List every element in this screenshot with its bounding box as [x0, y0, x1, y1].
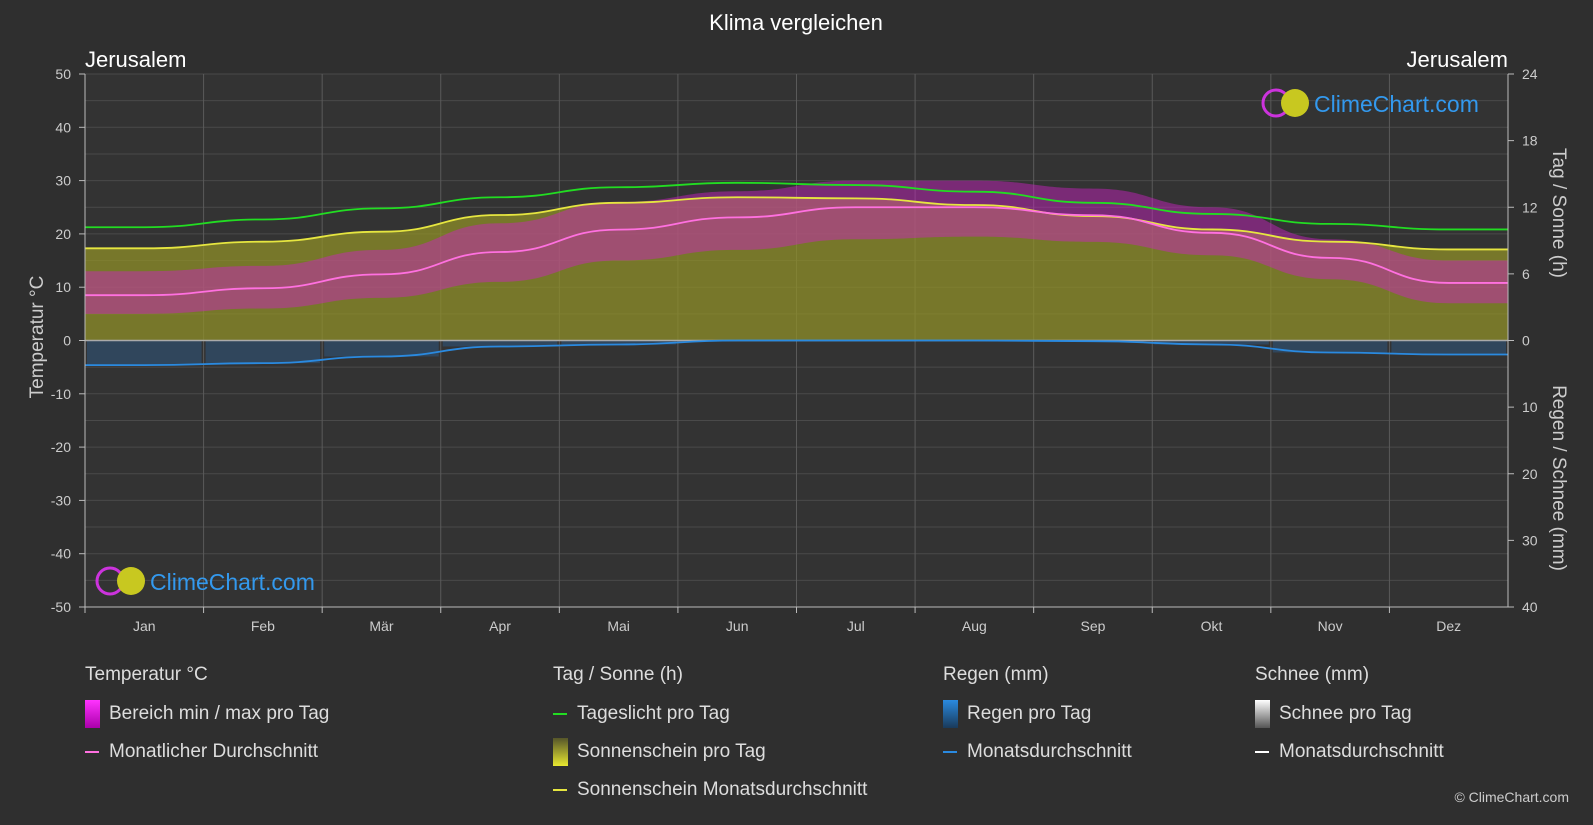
x-tick-label: Jul: [847, 618, 865, 634]
rain-bar: [205, 340, 321, 364]
sunshine-area: [85, 197, 1508, 341]
x-tick-label: Jan: [133, 618, 156, 634]
brand-logo-bottom: ClimeChart.com: [95, 566, 315, 596]
x-tick-label: Mai: [607, 618, 630, 634]
y-left-tick-label: -30: [51, 492, 71, 508]
x-tick-label: Mär: [369, 618, 393, 634]
rain-bar: [561, 340, 676, 345]
y-left-tick-label: 30: [55, 173, 71, 189]
legend-temp-avg-label: Monatlicher Durchschnitt: [109, 741, 319, 762]
legend-temp-avg: Monatlicher Durchschnitt: [85, 741, 318, 763]
daylight-swatch: [553, 713, 567, 715]
location-left: Jerusalem: [85, 47, 186, 72]
rain-bar: [87, 340, 202, 366]
x-tick-label: Okt: [1201, 618, 1223, 634]
copyright: © ClimeChart.com: [1454, 789, 1569, 805]
y-left-tick-label: 0: [63, 333, 71, 349]
location-right: Jerusalem: [1407, 47, 1508, 72]
rain-avg-swatch: [943, 751, 957, 753]
rain-bar: [1272, 340, 1388, 353]
logo-sun-icon: [1281, 89, 1309, 117]
brand-text-bottom: ClimeChart.com: [150, 569, 315, 595]
chart-title: Klima vergleichen: [709, 10, 883, 35]
legend-rain-avg: Monatsdurchschnitt: [943, 741, 1132, 763]
brand-logo-top: ClimeChart.com: [1261, 88, 1479, 118]
x-tick-label: Feb: [251, 618, 275, 634]
legend-temp-range-label: Bereich min / max pro Tag: [109, 703, 330, 724]
temp-range-band: [85, 180, 1508, 314]
rain-bar: [1154, 340, 1269, 345]
y-right-bottom-axis-label: Regen / Schnee (mm): [1548, 385, 1569, 571]
legend-snow: Schnee pro Tag: [1255, 700, 1412, 728]
y-left-tick-label: 20: [55, 226, 71, 242]
y-left-tick-label: -10: [51, 386, 71, 402]
legend-daylight: Tageslicht pro Tag: [553, 703, 730, 725]
legend-rain: Regen pro Tag: [943, 700, 1091, 728]
logo-sun-icon: [117, 567, 145, 595]
temp-range-swatch: [85, 700, 100, 728]
legend-snow-avg: Monatsdurchschnitt: [1255, 741, 1444, 763]
temp-avg-line: [85, 206, 1508, 297]
axes: 50 40 30 20 10 0 -10 -20 -30 -40 -50 24 18 12 6 0 10 20 30…: [51, 66, 1538, 634]
snow-avg-swatch: [1255, 751, 1269, 753]
x-tick-label: Apr: [489, 618, 511, 634]
legend-daylight-label: Tageslicht pro Tag: [577, 703, 730, 724]
legend-snow-title: Schnee (mm): [1255, 664, 1370, 685]
chart-marks: [85, 180, 1508, 367]
x-tick-label: Sep: [1080, 618, 1105, 634]
rain-bar: [1391, 340, 1506, 355]
y-left-tick-label: -20: [51, 439, 71, 455]
y-right-top-tick-label: 18: [1522, 133, 1538, 149]
rain-avg-line: [85, 339, 1508, 367]
sunshine-swatch: [553, 738, 568, 766]
y-left-tick-label: 50: [55, 66, 71, 82]
legend-sunshine-avg: Sonnenschein Monatsdurchschnitt: [553, 779, 867, 801]
x-tick-label: Jun: [726, 618, 749, 634]
y-right-top-tick-label: 24: [1522, 66, 1538, 82]
legend-sunshine-label: Sonnenschein pro Tag: [577, 741, 766, 762]
y-right-top-axis-label: Tag / Sonne (h): [1548, 148, 1569, 278]
y-left-tick-label: 10: [55, 279, 71, 295]
legend-sun-title: Tag / Sonne (h): [553, 664, 683, 685]
daylight-line: [85, 181, 1508, 231]
legend-temp-range: Bereich min / max pro Tag: [85, 700, 329, 728]
legend-rain-title: Regen (mm): [943, 664, 1049, 685]
rain-swatch: [943, 700, 958, 728]
snow-swatch: [1255, 700, 1270, 728]
brand-text-top: ClimeChart.com: [1314, 91, 1479, 117]
rain-bar: [442, 340, 558, 347]
sunshine-avg-swatch: [553, 789, 567, 791]
x-tick-label: Aug: [962, 618, 987, 634]
y-right-top-tick-label: 12: [1522, 199, 1538, 215]
y-right-bottom-tick-label: 10: [1522, 399, 1538, 415]
legend-sunshine: Sonnenschein pro Tag: [553, 738, 766, 766]
y-left-axis-label: Temperatur °C: [27, 276, 48, 399]
x-tick-label: Nov: [1318, 618, 1343, 634]
rain-bar: [324, 340, 439, 357]
y-right-bottom-tick-label: 40: [1522, 599, 1538, 615]
y-left-tick-label: -50: [51, 599, 71, 615]
y-right-top-tick-label: 6: [1522, 266, 1530, 282]
temp-avg-swatch: [85, 751, 99, 753]
x-tick-label: Dez: [1436, 618, 1461, 634]
y-right-bottom-tick-label: 20: [1522, 466, 1538, 482]
y-left-tick-label: -40: [51, 546, 71, 562]
legend-temp-title: Temperatur °C: [85, 664, 208, 685]
legend-sunshine-avg-label: Sonnenschein Monatsdurchschnitt: [577, 779, 868, 800]
y-right-top-tick-label: 0: [1522, 333, 1530, 349]
legend-rain-avg-label: Monatsdurchschnitt: [967, 741, 1132, 762]
legend-rain-label: Regen pro Tag: [967, 703, 1092, 724]
legend-snow-avg-label: Monatsdurchschnitt: [1279, 741, 1444, 762]
sunshine-avg-line: [85, 196, 1508, 251]
y-left-tick-label: 40: [55, 119, 71, 135]
y-right-bottom-tick-label: 30: [1522, 532, 1538, 548]
legend-snow-label: Schnee pro Tag: [1279, 703, 1412, 724]
